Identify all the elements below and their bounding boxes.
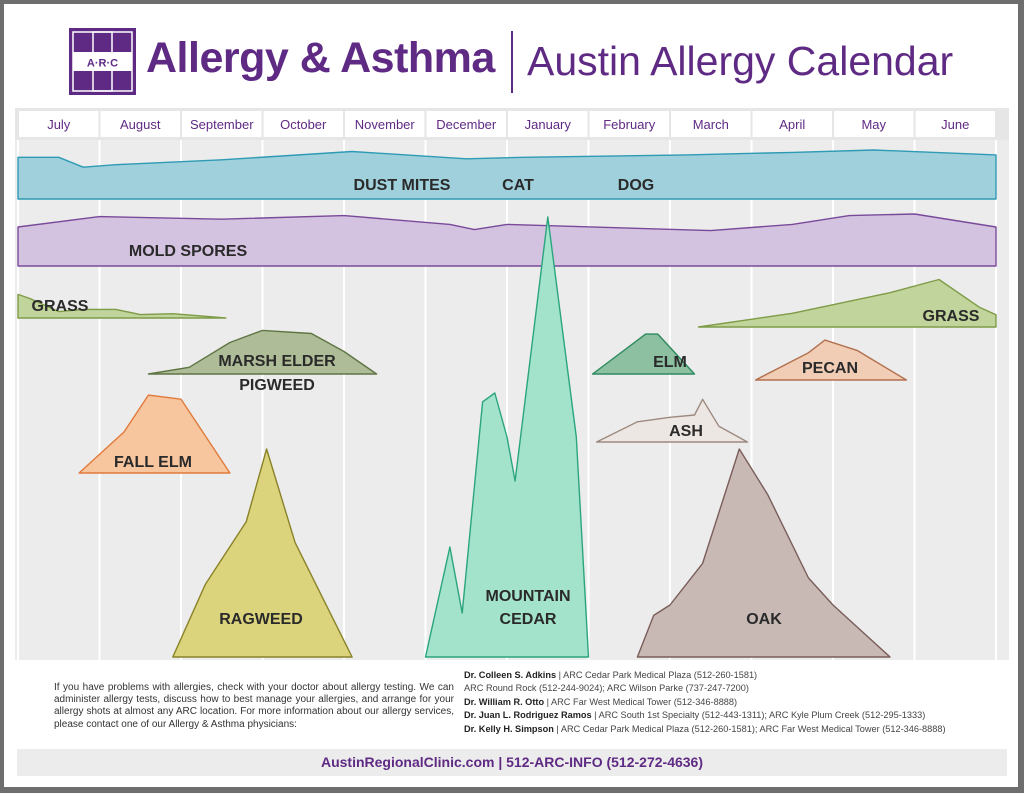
- month-label: November: [355, 117, 416, 132]
- month-cell: [508, 111, 588, 137]
- month-label: January: [525, 117, 572, 132]
- month-cell: [263, 111, 343, 137]
- series-label: GRASS: [32, 298, 89, 315]
- physician-locations: ARC Far West Medical Tower (512-346-8888…: [551, 696, 738, 707]
- series-area-fall-elm: [78, 394, 231, 474]
- series-area-pecan: [754, 339, 908, 381]
- month-label: July: [47, 117, 71, 132]
- series-area-mountain-cedar: [424, 216, 590, 658]
- info-panel-bg: [15, 660, 1009, 746]
- series-area-marsh-elder: [147, 329, 378, 375]
- info-text: If you have problems with allergies, che…: [54, 682, 454, 730]
- physician-name: Dr. Kelly H. Simpson: [464, 723, 554, 734]
- series-label: RAGWEED: [219, 611, 303, 628]
- footer-contact[interactable]: AustinRegionalClinic.com | 512-ARC-INFO …: [17, 749, 1007, 776]
- month-cell: [589, 111, 669, 137]
- series-label: MOLD SPORES: [129, 243, 248, 260]
- series-area-dust-mites: [17, 149, 997, 200]
- month-label: February: [603, 117, 656, 132]
- physician-row: Dr. Colleen S. Adkins | ARC Cedar Park M…: [464, 669, 1004, 682]
- month-label: April: [779, 117, 805, 132]
- physician-row: ARC Round Rock (512-244-9024); ARC Wilso…: [464, 682, 1004, 695]
- month-cell: [752, 111, 832, 137]
- physician-row: Dr. William R. Otto | ARC Far West Medic…: [464, 696, 1004, 709]
- title-divider: [511, 31, 513, 93]
- series-area-oak: [636, 448, 891, 658]
- physician-separator: |: [553, 723, 561, 734]
- series-label: MOUNTAIN: [485, 588, 570, 605]
- physician-name: Dr. Juan L. Rodriguez Ramos: [464, 710, 592, 721]
- series-label: GRASS: [923, 308, 980, 325]
- month-label: October: [280, 117, 327, 132]
- arc-logo-icon: A·R·C: [72, 31, 133, 92]
- physician-locations: ARC South 1st Specialty (512-443-1311); …: [598, 710, 926, 721]
- page-title: Allergy & Asthma: [146, 34, 495, 82]
- physician-name: Dr. William R. Otto: [464, 696, 545, 707]
- series-label: DUST MITES: [354, 177, 451, 194]
- physician-name: Dr. Colleen S. Adkins: [464, 670, 557, 680]
- series-label: CEDAR: [500, 611, 557, 628]
- month-cell: [834, 111, 914, 137]
- month-cell: [345, 111, 425, 137]
- series-label: MARSH ELDER: [218, 353, 336, 370]
- series-area-ragweed: [172, 448, 353, 658]
- series-area-elm: [591, 333, 696, 375]
- series-label: OAK: [746, 611, 782, 628]
- series-label: ELM: [653, 354, 687, 371]
- physician-locations: ARC Round Rock (512-244-9024); ARC Wilso…: [464, 683, 749, 694]
- month-label: August: [120, 117, 161, 132]
- series-label: ASH: [669, 423, 703, 440]
- month-cell: [915, 111, 995, 137]
- month-cell: [671, 111, 751, 137]
- month-label: May: [861, 117, 886, 132]
- month-label: March: [693, 117, 729, 132]
- series-label: CAT: [502, 177, 534, 194]
- month-label: June: [941, 117, 969, 132]
- series-label: PIGWEED: [239, 377, 315, 394]
- physician-locations: ARC Cedar Park Medical Plaza (512-260-15…: [563, 670, 758, 680]
- month-label: September: [190, 117, 254, 132]
- month-cell: [100, 111, 180, 137]
- month-cell: [426, 111, 506, 137]
- month-cell: [182, 111, 262, 137]
- logo-text: A·R·C: [87, 58, 118, 70]
- series-area-grass: [697, 278, 997, 328]
- series-area-ash: [595, 398, 749, 443]
- physician-separator: |: [544, 696, 552, 707]
- physician-locations: ARC Cedar Park Medical Plaza (512-260-15…: [560, 723, 946, 734]
- month-cell: [19, 111, 99, 137]
- page-subtitle: Austin Allergy Calendar: [527, 38, 954, 84]
- series-label: PECAN: [802, 360, 858, 377]
- physician-separator: |: [591, 710, 599, 721]
- arc-logo: A·R·C: [69, 28, 136, 95]
- physician-row: Dr. Kelly H. Simpson | ARC Cedar Park Me…: [464, 723, 1004, 736]
- series-label: FALL ELM: [114, 454, 192, 471]
- month-label: December: [436, 117, 497, 132]
- series-label: DOG: [618, 177, 654, 194]
- physician-list: Dr. Colleen S. Adkins | ARC Cedar Park M…: [464, 669, 1004, 736]
- physician-separator: |: [556, 670, 564, 680]
- physician-row: Dr. Juan L. Rodriguez Ramos | ARC South …: [464, 709, 1004, 722]
- series-area-grass: [17, 293, 227, 319]
- series-area-mold-spores: [17, 213, 997, 267]
